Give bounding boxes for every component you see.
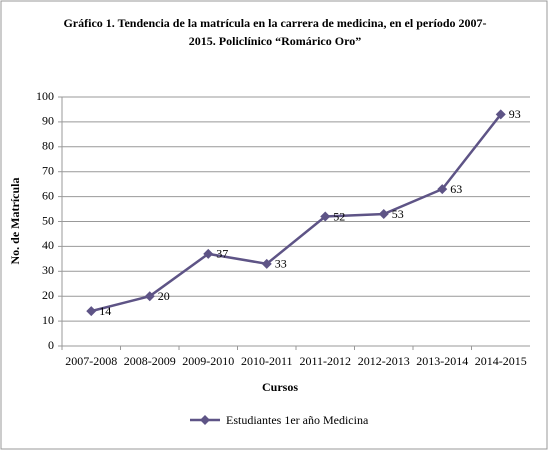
data-label: 52	[333, 209, 345, 223]
series-line	[90, 113, 502, 313]
legend-marker	[200, 415, 210, 425]
x-tick-label: 2008-2009	[124, 354, 176, 368]
x-tick-label: 2007-2008	[65, 354, 117, 368]
y-axis-label: No. de Matrícula	[8, 178, 22, 265]
x-tick-label: 2013-2014	[416, 354, 468, 368]
data-label: 20	[158, 289, 170, 303]
marker	[86, 306, 97, 317]
y-tick-label: 20	[42, 288, 54, 302]
data-label: 14	[99, 304, 111, 318]
chart-title: Gráfico 1. Tendencia de la matrícula en …	[63, 16, 487, 48]
x-axis-label: Cursos	[262, 380, 298, 394]
data-label: 93	[509, 107, 521, 121]
marker	[495, 109, 506, 120]
y-tick-label: 80	[42, 139, 54, 153]
marker	[320, 211, 331, 222]
y-tick-label: 60	[42, 188, 54, 202]
x-tick-label: 2011-2012	[299, 354, 351, 368]
data-label: 63	[450, 182, 462, 196]
y-tick-label: 50	[42, 213, 54, 227]
y-tick-label: 70	[42, 163, 54, 177]
data-label: 37	[216, 247, 228, 261]
y-tick-label: 40	[42, 238, 54, 252]
y-tick-label: 30	[42, 263, 54, 277]
marker	[437, 184, 448, 195]
y-tick-label: 10	[42, 313, 54, 327]
x-tick-label: 2014-2015	[475, 354, 527, 368]
x-tick-label: 2010-2011	[241, 354, 293, 368]
x-tick-label: 2009-2010	[182, 354, 234, 368]
marker	[378, 209, 389, 220]
legend-label: Estudiantes 1er año Medicina	[226, 413, 369, 427]
marker	[261, 258, 272, 269]
marker	[144, 291, 155, 302]
x-tick-label: 2012-2013	[358, 354, 410, 368]
data-label: 33	[275, 257, 287, 271]
y-tick-label: 100	[36, 89, 54, 103]
y-tick-label: 90	[42, 114, 54, 128]
data-label: 53	[392, 207, 404, 221]
marker	[203, 248, 214, 259]
y-tick-label: 0	[48, 338, 54, 352]
